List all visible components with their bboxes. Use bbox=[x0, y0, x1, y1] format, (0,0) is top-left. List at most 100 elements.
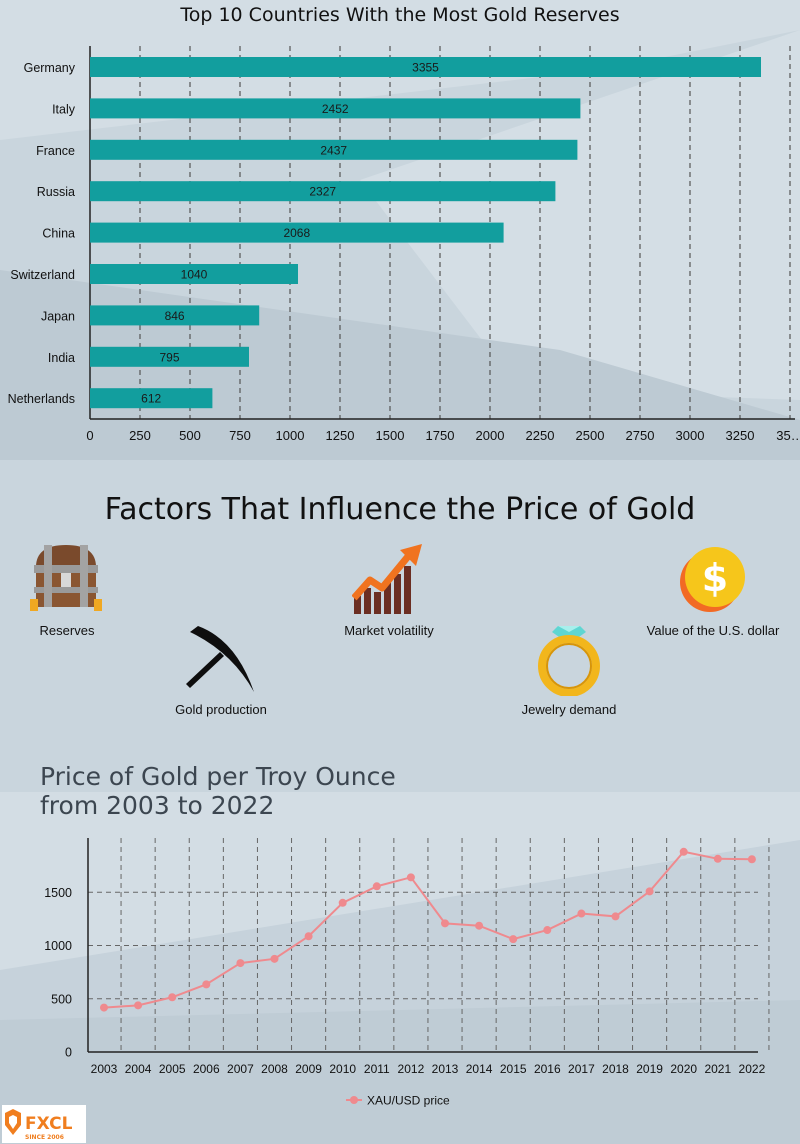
x-tick-label: 2750 bbox=[626, 428, 655, 443]
logo-tagline: SINCE 2006 bbox=[25, 1134, 64, 1141]
bar-data-label: 846 bbox=[165, 309, 185, 323]
bar-data-label: 2327 bbox=[309, 185, 336, 199]
bar bbox=[90, 388, 213, 409]
data-point bbox=[134, 1001, 143, 1010]
x-tick-label: 2022 bbox=[739, 1062, 766, 1076]
svg-text:$: $ bbox=[702, 556, 728, 600]
series-line bbox=[103, 850, 752, 1009]
legend-marker bbox=[350, 1096, 358, 1104]
x-tick-label: 2013 bbox=[432, 1062, 459, 1076]
x-tick-label: 3000 bbox=[676, 428, 705, 443]
category-label: Italy bbox=[52, 102, 76, 116]
data-point bbox=[304, 932, 313, 941]
bar bbox=[90, 305, 260, 326]
data-point bbox=[372, 882, 381, 891]
x-tick-label: 0 bbox=[86, 428, 93, 443]
data-point bbox=[202, 980, 211, 989]
bar-data-label: 2437 bbox=[320, 143, 347, 157]
x-tick-label: 2007 bbox=[227, 1062, 254, 1076]
treasure-chest-icon bbox=[30, 545, 102, 611]
bar-data-label: 2068 bbox=[283, 226, 310, 240]
x-tick-label: 750 bbox=[229, 428, 251, 443]
category-label: France bbox=[36, 144, 75, 158]
category-label: Germany bbox=[24, 61, 76, 75]
x-tick-label: 1750 bbox=[426, 428, 455, 443]
data-point bbox=[441, 919, 449, 928]
bar bbox=[90, 139, 578, 160]
x-tick-label: 500 bbox=[179, 428, 201, 443]
rising-chart-icon bbox=[352, 544, 422, 614]
x-tick-label: 2004 bbox=[125, 1062, 152, 1076]
x-tick-label: 3250 bbox=[726, 428, 755, 443]
y-tick-label: 1500 bbox=[44, 886, 72, 900]
category-label: Russia bbox=[37, 185, 75, 199]
data-point bbox=[645, 887, 654, 896]
x-tick-label: 2000 bbox=[476, 428, 505, 443]
bar bbox=[90, 98, 581, 119]
x-tick-label: 2017 bbox=[568, 1062, 595, 1076]
category-label: Japan bbox=[41, 309, 75, 323]
bar-data-label: 1040 bbox=[181, 268, 208, 282]
data-point bbox=[713, 854, 722, 863]
x-tick-label: 2009 bbox=[295, 1062, 322, 1076]
data-point bbox=[100, 1003, 108, 1012]
gold-reserves-bar-chart: 0 250 500 750 1000 1250 1500 1750 2000 2250 2500 27… bbox=[8, 46, 800, 443]
x-tick-label: 2500 bbox=[576, 428, 605, 443]
x-tick-label: 2010 bbox=[329, 1062, 356, 1076]
data-point bbox=[270, 954, 279, 963]
fxcl-logo: FXCL SINCE 2006 bbox=[2, 1105, 86, 1143]
data-point bbox=[236, 959, 245, 968]
bar bbox=[90, 222, 504, 243]
bar bbox=[90, 57, 761, 77]
pickaxe-icon bbox=[186, 626, 254, 692]
data-point bbox=[168, 993, 177, 1002]
bar-chart-title: Top 10 Countries With the Most Gold Rese… bbox=[180, 4, 620, 26]
bar bbox=[90, 346, 249, 367]
factor-label-reserves: Reserves bbox=[39, 623, 95, 638]
diamond-ring-icon bbox=[538, 626, 600, 696]
x-tick-label: 2250 bbox=[526, 428, 555, 443]
factor-label-gold-production: Gold production bbox=[175, 702, 267, 717]
x-tick-label: 2012 bbox=[398, 1062, 425, 1076]
x-tick-label: 250 bbox=[129, 428, 151, 443]
factor-label-value-of-usd: Value of the U.S. dollar bbox=[646, 623, 780, 638]
category-label: Switzerland bbox=[10, 268, 75, 282]
bar bbox=[90, 264, 298, 284]
x-tick-label: 1000 bbox=[276, 428, 305, 443]
data-point bbox=[679, 847, 688, 856]
x-tick-label: 2003 bbox=[91, 1062, 118, 1076]
x-tick-label: 2021 bbox=[704, 1062, 731, 1076]
category-label: China bbox=[42, 227, 75, 241]
data-point bbox=[747, 855, 756, 864]
x-tick-label: 2018 bbox=[602, 1062, 629, 1076]
x-tick-label: 2019 bbox=[636, 1062, 663, 1076]
data-point bbox=[611, 912, 620, 921]
x-tick-label: 35… bbox=[776, 428, 800, 443]
x-tick-label: 1500 bbox=[376, 428, 405, 443]
x-tick-label: 2005 bbox=[159, 1062, 186, 1076]
bar-data-label: 3355 bbox=[412, 61, 439, 75]
data-point bbox=[509, 935, 518, 944]
data-point bbox=[406, 873, 415, 882]
y-tick-label: 1000 bbox=[44, 939, 72, 953]
data-point bbox=[338, 898, 347, 907]
line-chart-title: Price of Gold per Troy Ounce from 2003 t… bbox=[40, 762, 396, 820]
factor-label-jewelry-demand: Jewelry demand bbox=[521, 702, 617, 717]
dollar-coin-icon: $ bbox=[680, 547, 745, 612]
x-tick-label: 2006 bbox=[193, 1062, 220, 1076]
data-point bbox=[475, 921, 484, 930]
factor-label-market-volatility: Market volatility bbox=[344, 623, 434, 638]
data-point bbox=[577, 909, 586, 918]
y-tick-label: 500 bbox=[51, 992, 72, 1006]
bar-data-label: 612 bbox=[141, 392, 161, 406]
x-tick-label: 2008 bbox=[261, 1062, 288, 1076]
x-tick-label: 2020 bbox=[670, 1062, 697, 1076]
y-tick-label: 0 bbox=[65, 1046, 72, 1060]
bar-data-label: 795 bbox=[159, 350, 179, 364]
factors-title: Factors That Influence the Price of Gold bbox=[104, 492, 696, 527]
legend-label: XAU/USD price bbox=[367, 1094, 450, 1108]
x-tick-label: 2011 bbox=[364, 1062, 390, 1076]
bar-data-label: 2452 bbox=[322, 102, 349, 116]
x-tick-label: 1250 bbox=[326, 428, 355, 443]
